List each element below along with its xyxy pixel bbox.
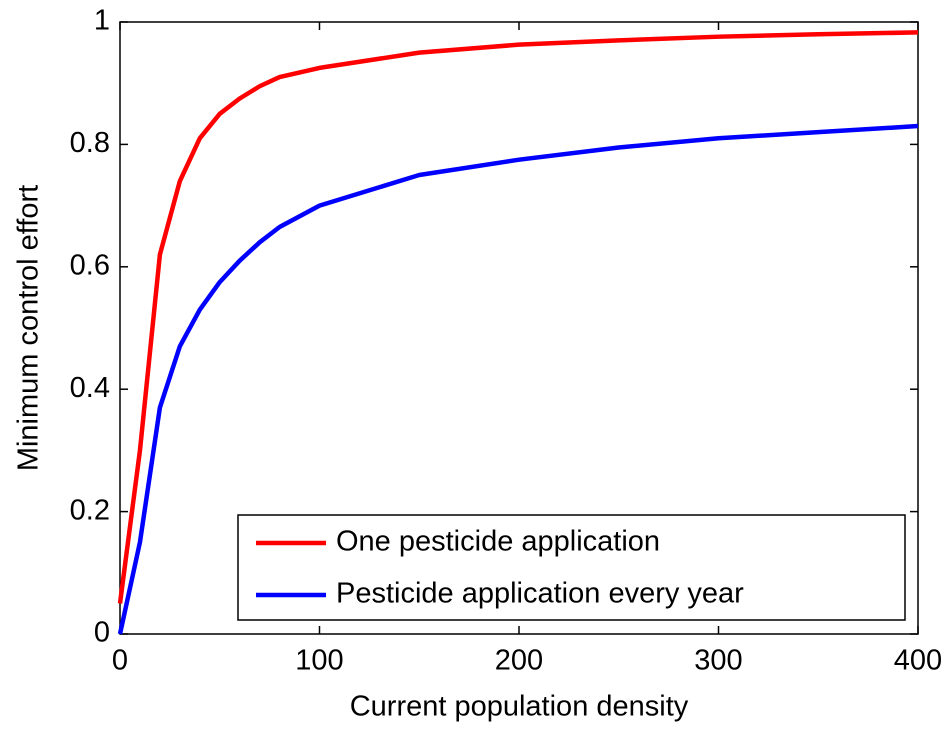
y-tick-label: 0	[94, 617, 110, 649]
x-tick-label: 400	[894, 645, 942, 677]
line-series	[117, 123, 919, 635]
y-tick-label: 0.4	[70, 372, 110, 404]
x-tick-label: 100	[295, 645, 343, 677]
x-tick-label: 0	[112, 645, 128, 677]
y-tick-label: 1	[94, 5, 110, 37]
y-tick-label: 0.2	[70, 494, 110, 526]
y-axis-label: Minimum control effort	[13, 185, 45, 471]
x-tick-label: 200	[495, 645, 543, 677]
y-tick-label: 0.8	[70, 127, 110, 159]
x-axis-label: Current population density	[350, 691, 689, 723]
legend	[237, 514, 906, 621]
legend-label: Pesticide application every year	[336, 578, 744, 610]
line-series	[117, 30, 919, 604]
x-tick-label: 300	[694, 645, 742, 677]
legend-label: One pesticide application	[336, 526, 660, 558]
y-tick-label: 0.6	[70, 249, 110, 281]
